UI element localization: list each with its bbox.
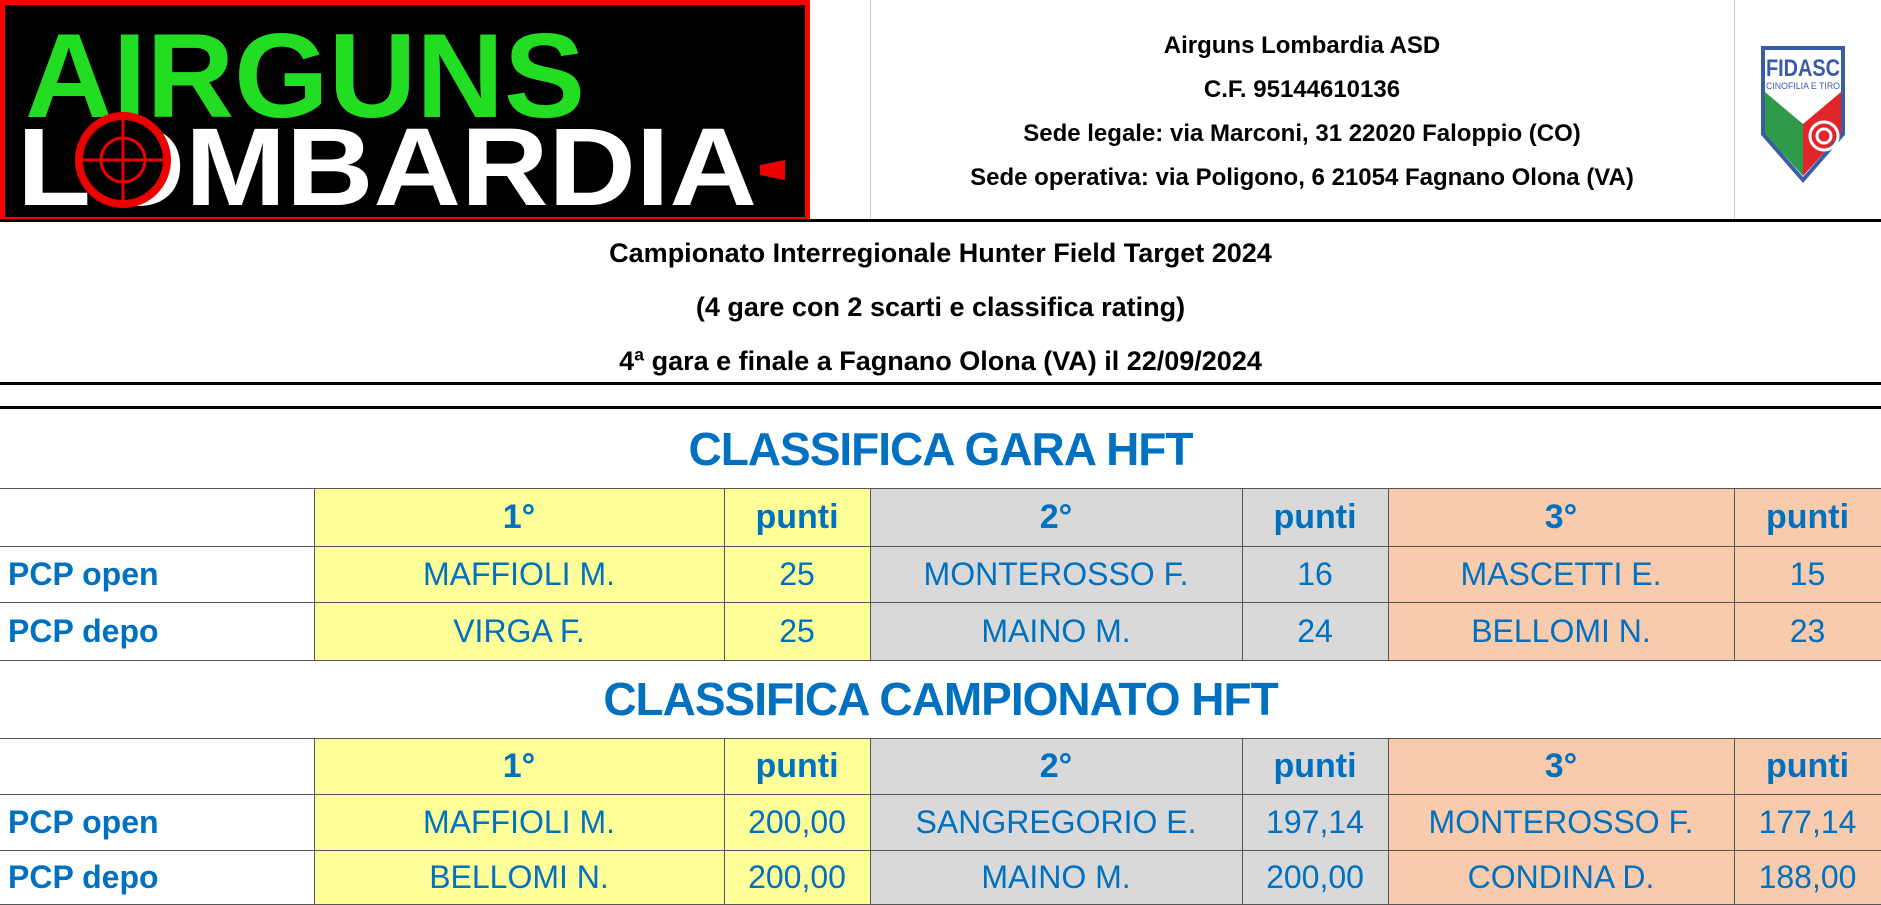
title-line2: (4 gare con 2 scarti e classifica rating…: [695, 292, 1186, 322]
title-line3: 4ª gara e finale a Fagnano Olona (VA) il…: [619, 346, 1262, 376]
table-header-row: 1° punti 2° punti 3° punti: [0, 488, 1881, 547]
header-third: 3°: [1387, 488, 1735, 547]
championship-title: Campionato Interregionale Hunter Field T…: [0, 226, 1881, 388]
results-table-gara: 1° punti 2° punti 3° punti PCP open MAFF…: [0, 488, 1881, 661]
second-name: MAINO M.: [869, 850, 1243, 905]
second-points: 16: [1241, 546, 1389, 603]
third-points: 23: [1733, 602, 1881, 661]
org-sede-legale: Sede legale: via Marconi, 31 22020 Falop…: [1023, 120, 1581, 147]
header-points: punti: [1733, 488, 1881, 547]
third-name: CONDINA D.: [1387, 850, 1735, 905]
table-row: PCP open MAFFIOLI M. 200,00 SANGREGORIO …: [0, 794, 1881, 851]
second-points: 24: [1241, 602, 1389, 661]
first-name: BELLOMI N.: [313, 850, 725, 905]
fidasc-logo: FIDASC CINOFILIA E TIRO: [1758, 44, 1848, 184]
header-first: 1°: [313, 488, 725, 547]
first-name: MAFFIOLI M.: [313, 546, 725, 603]
header-points: punti: [1241, 738, 1389, 795]
org-cf: C.F. 95144610136: [1203, 76, 1401, 103]
title-line1: Campionato Interregionale Hunter Field T…: [609, 238, 1272, 268]
crosshair-icon: [75, 112, 171, 208]
airguns-lombardia-logo: AIRGUNS LOMBARDIA: [0, 0, 810, 229]
org-info: Airguns Lombardia ASD C.F. 95144610136 S…: [870, 24, 1734, 200]
first-name: MAFFIOLI M.: [313, 794, 725, 851]
header-points: punti: [1733, 738, 1881, 795]
second-name: MAINO M.: [869, 602, 1243, 661]
category-label: PCP depo: [0, 602, 315, 661]
results-table-campionato: 1° punti 2° punti 3° punti PCP open MAFF…: [0, 738, 1881, 905]
category-label: PCP depo: [0, 850, 315, 905]
table-header-row: 1° punti 2° punti 3° punti: [0, 738, 1881, 795]
first-points: 25: [723, 602, 871, 661]
org-sede-operativa: Sede operativa: via Poligono, 6 21054 Fa…: [970, 164, 1634, 191]
third-points: 177,14: [1733, 794, 1881, 851]
third-name: MASCETTI E.: [1387, 546, 1735, 603]
first-points: 200,00: [723, 794, 871, 851]
third-points: 188,00: [1733, 850, 1881, 905]
pellet-icon: [760, 160, 785, 180]
second-name: MONTEROSSO F.: [869, 546, 1243, 603]
header-third: 3°: [1387, 738, 1735, 795]
first-name: VIRGA F.: [313, 602, 725, 661]
first-points: 25: [723, 546, 871, 603]
second-points: 200,00: [1241, 850, 1389, 905]
header-second: 2°: [869, 738, 1243, 795]
category-label: PCP open: [0, 794, 315, 851]
third-points: 15: [1733, 546, 1881, 603]
third-name: MONTEROSSO F.: [1387, 794, 1735, 851]
third-name: BELLOMI N.: [1387, 602, 1735, 661]
org-name: Airguns Lombardia ASD: [1163, 32, 1441, 59]
second-points: 197,14: [1241, 794, 1389, 851]
header-first: 1°: [313, 738, 725, 795]
header-points: punti: [723, 488, 871, 547]
fidasc-title: FIDASC: [1766, 55, 1840, 82]
table-row: PCP depo BELLOMI N. 200,00 MAINO M. 200,…: [0, 850, 1881, 905]
second-name: SANGREGORIO E.: [869, 794, 1243, 851]
first-points: 200,00: [723, 850, 871, 905]
category-label: PCP open: [0, 546, 315, 603]
header-second: 2°: [869, 488, 1243, 547]
header-points: punti: [723, 738, 871, 795]
section-title-campionato: CLASSIFICA CAMPIONATO HFT: [603, 673, 1278, 725]
table-row: PCP open MAFFIOLI M. 25 MONTEROSSO F. 16…: [0, 546, 1881, 603]
fidasc-subtitle: CINOFILIA E TIRO: [1766, 81, 1840, 91]
header-points: punti: [1241, 488, 1389, 547]
table-row: PCP depo VIRGA F. 25 MAINO M. 24 BELLOMI…: [0, 602, 1881, 661]
section-title-gara: CLASSIFICA GARA HFT: [688, 422, 1193, 475]
